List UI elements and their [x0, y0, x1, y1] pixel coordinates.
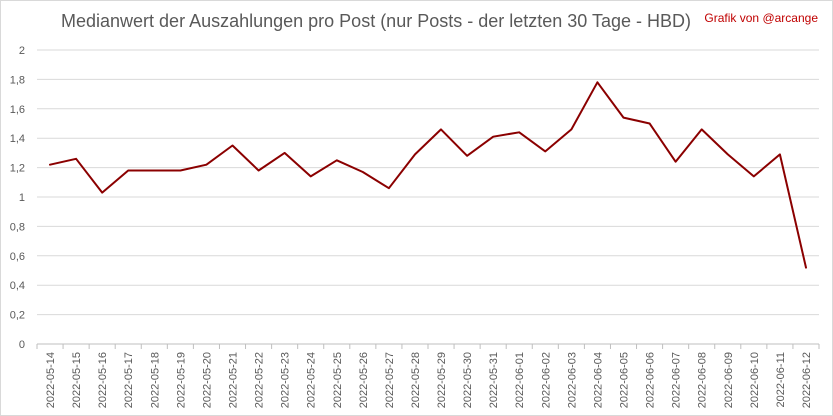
x-tick-label: 2022-05-22: [254, 352, 266, 408]
y-tick-label: 0,2: [10, 310, 25, 322]
x-tick-label: 2022-05-16: [97, 352, 109, 408]
y-tick-label: 1,2: [10, 163, 25, 175]
y-tick-label: 1,8: [10, 74, 25, 86]
x-tick-label: 2022-06-12: [801, 352, 813, 408]
x-tick-label: 2022-05-15: [71, 352, 83, 408]
x-tick-label: 2022-06-11: [775, 352, 787, 407]
x-tick-label: 2022-05-29: [436, 352, 448, 408]
x-tick-label: 2022-05-31: [488, 352, 500, 408]
x-tick-label: 2022-05-14: [45, 352, 57, 408]
chart-title: Medianwert der Auszahlungen pro Post (nu…: [61, 11, 691, 31]
series-layer: [49, 81, 807, 269]
y-tick-label: 1: [19, 192, 25, 204]
x-tick-label: 2022-06-08: [697, 352, 709, 408]
x-tick-label: 2022-05-20: [201, 352, 213, 408]
x-tick-label: 2022-05-23: [280, 352, 292, 408]
y-tick-label: 0,8: [10, 221, 25, 233]
x-tick-label: 2022-05-28: [410, 352, 422, 408]
x-tick-label: 2022-06-07: [671, 352, 683, 408]
x-tick-label: 2022-06-04: [592, 352, 604, 408]
x-tick-label: 2022-06-03: [566, 352, 578, 408]
x-tick-label: 2022-05-24: [306, 352, 318, 408]
axis-layer: [36, 343, 820, 349]
x-tick-label: 2022-05-30: [462, 352, 474, 408]
series-line: [49, 81, 807, 269]
y-tick-label: 2: [19, 45, 25, 57]
x-tick-label: 2022-06-10: [749, 352, 761, 408]
chart-credit: Grafik von @arcange: [704, 11, 818, 25]
tick-label-layer: 0 0,2 0,4 0,6 0,8 1 1,2 1,4 1,6 1,8 2 2022-05-14 202…: [10, 45, 813, 408]
x-tick-label: 2022-05-25: [332, 352, 344, 408]
y-tick-label: 1,4: [10, 133, 25, 145]
x-tick-label: 2022-05-19: [175, 352, 187, 408]
x-tick-label: 2022-06-05: [619, 352, 631, 408]
y-tick-label: 0: [19, 339, 25, 351]
y-tick-label: 0,4: [10, 280, 25, 292]
x-tick-label: 2022-06-02: [540, 352, 552, 408]
y-tick-label: 0,6: [10, 251, 25, 263]
grid-layer: [37, 49, 819, 316]
x-tick-label: 2022-06-06: [645, 352, 657, 408]
x-tick-label: 2022-05-21: [228, 352, 240, 408]
x-tick-label: 2022-05-17: [123, 352, 135, 408]
x-tick-label: 2022-06-01: [514, 352, 526, 408]
x-tick-label: 2022-05-18: [149, 352, 161, 408]
x-tick-label: 2022-06-09: [723, 352, 735, 408]
y-tick-label: 1,6: [10, 104, 25, 116]
x-tick-label: 2022-05-26: [358, 352, 370, 408]
x-tick-label: 2022-05-27: [384, 352, 396, 408]
